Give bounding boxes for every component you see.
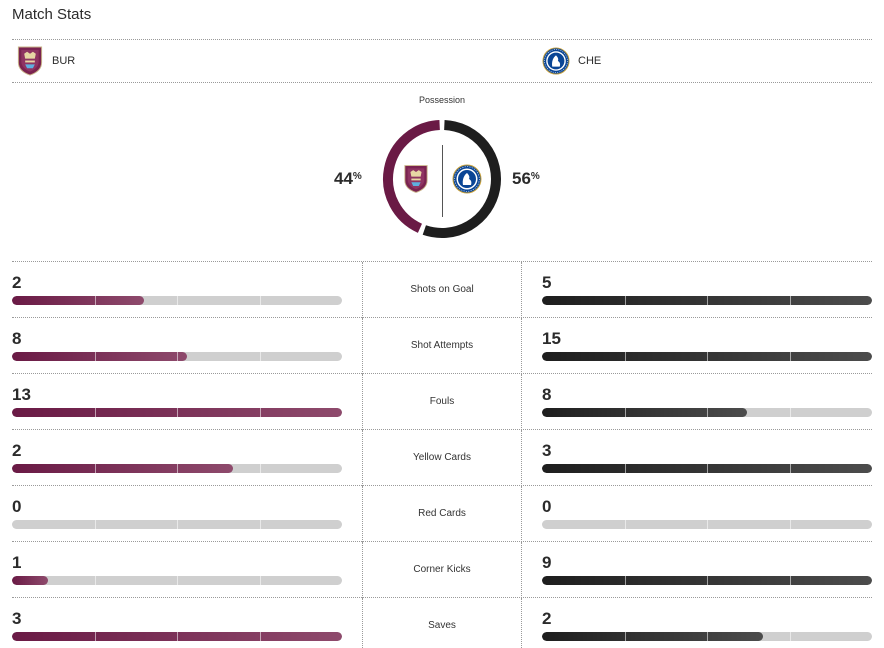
column-divider [521, 598, 522, 648]
away-stat-bar-fill [542, 352, 872, 361]
home-stat-value: 2 [12, 273, 22, 292]
home-stat-bar [12, 576, 342, 585]
home-stat-bar-fill [12, 296, 144, 305]
away-stat-bar [542, 352, 872, 361]
home-team[interactable]: BUR [16, 46, 75, 76]
home-stat-bar [12, 352, 342, 361]
home-stat-value: 13 [12, 385, 31, 404]
home-stat-bar [12, 296, 342, 305]
stat-row: 2 3 Yellow Cards [12, 429, 872, 486]
away-stat-bar [542, 296, 872, 305]
home-stat-value: 2 [12, 441, 22, 460]
home-stat-value: 1 [12, 553, 22, 572]
page-title: Match Stats [12, 6, 92, 23]
column-divider [521, 430, 522, 486]
column-divider [362, 262, 363, 318]
home-possession-value: 44% [334, 169, 362, 188]
away-stat-bar [542, 408, 872, 417]
away-stat-value: 5 [542, 273, 552, 292]
away-stat-bar [542, 464, 872, 473]
home-stat-bar-fill [12, 576, 49, 585]
column-divider [362, 486, 363, 542]
teams-header: BUR CHE [12, 39, 872, 83]
away-stat-bar [542, 520, 872, 529]
away-stat-value: 15 [542, 329, 561, 348]
away-possession-arc [422, 120, 501, 238]
away-stat-value: 8 [542, 385, 552, 404]
home-stat-bar-fill [12, 352, 187, 361]
away-team[interactable]: CHE [542, 46, 601, 76]
column-divider [521, 374, 522, 430]
stat-label: Yellow Cards [413, 452, 471, 463]
column-divider [521, 542, 522, 598]
stat-label: Shot Attempts [410, 340, 474, 351]
away-stat-bar [542, 632, 872, 641]
away-possession-value: 56% [512, 169, 540, 188]
home-stat-bar [12, 520, 342, 529]
stat-label: Corner Kicks [413, 564, 471, 575]
stat-row: 13 8 Fouls [12, 373, 872, 430]
stats-table: 2 5 Shots on Goal 8 15 Shot Attempts 13 8 Fouls 2… [12, 261, 872, 648]
possession-label: Possession [418, 95, 466, 105]
away-team-abbr: CHE [578, 55, 602, 67]
away-stat-value: 9 [542, 553, 552, 572]
away-stat-bar-fill [542, 464, 872, 473]
home-stat-value: 3 [12, 609, 22, 628]
home-stat-bar [12, 632, 342, 641]
stat-row: 0 0 Red Cards [12, 485, 872, 542]
home-team-abbr: BUR [52, 55, 76, 67]
home-stat-bar [12, 464, 342, 473]
column-divider [362, 542, 363, 598]
chelsea-crest-icon [452, 164, 482, 194]
possession-section: Possession 44% 56% [0, 88, 884, 260]
column-divider [521, 262, 522, 318]
burnley-crest-icon [17, 46, 43, 76]
stat-label: Shots on Goal [410, 284, 474, 295]
away-stat-bar-fill [542, 632, 764, 641]
away-stat-bar-fill [542, 296, 872, 305]
home-stat-bar-fill [12, 408, 342, 417]
home-possession-arc [383, 120, 441, 233]
stat-row: 1 9 Corner Kicks [12, 541, 872, 598]
away-stat-value: 0 [542, 497, 552, 516]
stat-label: Saves [428, 620, 456, 631]
away-stat-value: 2 [542, 609, 552, 628]
away-stat-bar-fill [542, 408, 747, 417]
home-stat-value: 0 [12, 497, 22, 516]
stat-row: 3 2 Saves [12, 597, 872, 648]
away-stat-bar-fill [542, 576, 872, 585]
chelsea-crest-icon [542, 47, 570, 75]
column-divider [362, 430, 363, 486]
stat-row: 2 5 Shots on Goal [12, 261, 872, 318]
away-stat-value: 3 [542, 441, 552, 460]
column-divider [521, 318, 522, 374]
donut-divider [442, 145, 443, 217]
home-stat-bar [12, 408, 342, 417]
home-stat-bar-fill [12, 632, 342, 641]
column-divider [521, 486, 522, 542]
stat-label: Fouls [429, 396, 455, 407]
column-divider [362, 318, 363, 374]
home-stat-value: 8 [12, 329, 22, 348]
stat-row: 8 15 Shot Attempts [12, 317, 872, 374]
column-divider [362, 374, 363, 430]
burnley-crest-icon [404, 165, 428, 193]
away-stat-bar [542, 576, 872, 585]
possession-donut-chart [383, 120, 501, 238]
stat-label: Red Cards [418, 508, 466, 519]
home-stat-bar-fill [12, 464, 234, 473]
column-divider [362, 598, 363, 648]
